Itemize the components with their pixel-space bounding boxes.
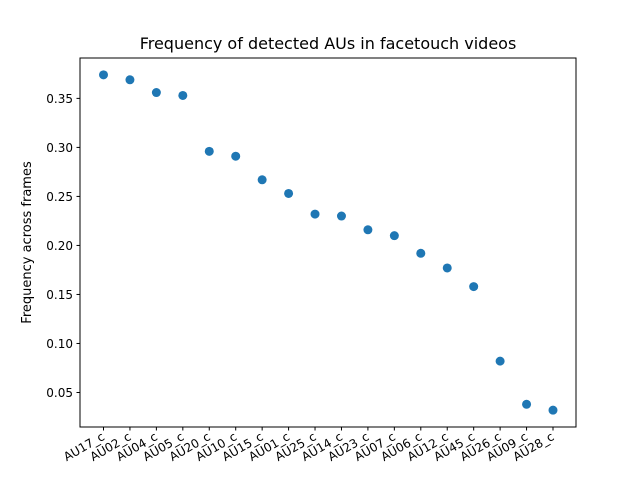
plot-area [79,57,577,428]
data-point-au28-c [548,405,558,415]
y-tick-label: 0.10 [46,337,73,351]
data-point-au07-c [389,231,399,241]
chart-title: Frequency of detected AUs in facetouch v… [140,34,517,53]
data-point-au06-c [416,248,426,258]
data-point-au26-c [495,356,505,366]
data-point-au05-c [178,90,188,100]
data-point-au04-c [151,88,161,98]
y-tick-label: 0.35 [46,92,73,106]
y-axis-label: Frequency across frames [20,161,35,324]
data-point-au15-c [257,175,267,185]
y-tick-label: 0.20 [46,239,73,253]
data-point-au23-c [363,225,373,235]
data-point-au25-c [310,209,320,219]
y-axis: 0.05 0.10 0.15 0.20 0.25 0.30 0.35 [46,92,80,400]
data-point-au45-c [469,282,479,292]
data-point-au02-c [125,75,135,85]
data-point-au09-c [522,399,532,409]
y-tick-label: 0.05 [46,386,73,400]
data-point-au10-c [231,151,241,161]
data-point-au20-c [204,146,214,156]
x-axis: AU17_cAU02_cAU04_cAU05_cAU20_cAU10_cAU15… [61,427,557,464]
data-point-au14-c [336,211,346,221]
data-point-au01-c [284,188,294,198]
y-tick-label: 0.15 [46,288,73,302]
data-points [99,70,558,415]
data-point-au12-c [442,263,452,273]
y-tick-label: 0.25 [46,190,73,204]
data-point-au17-c [99,70,108,80]
y-tick-label: 0.30 [46,141,73,155]
